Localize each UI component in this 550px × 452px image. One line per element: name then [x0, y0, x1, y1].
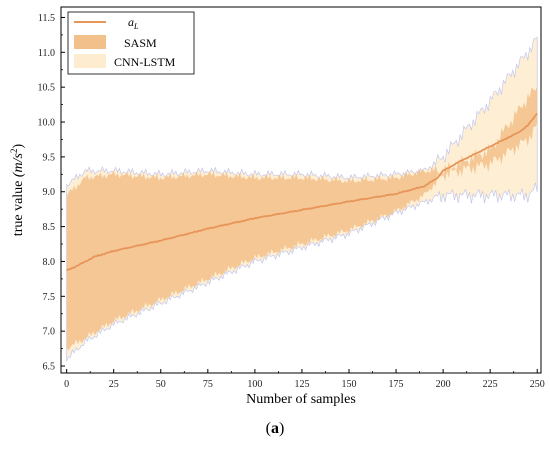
y-tick-label: 7.0 [43, 327, 56, 338]
x-tick-label: 25 [109, 379, 119, 390]
y-tick-label: 11.5 [38, 13, 55, 24]
legend-swatch-cnn-lstm [74, 54, 106, 68]
x-axis-title: Number of samples [246, 392, 356, 407]
y-tick-label: 8.0 [43, 257, 56, 268]
legend-label-sasm: SASM [124, 36, 157, 50]
legend: aL SASM CNN-LSTM [67, 11, 195, 75]
x-axis: 0 25 50 75 100 125 150 175 200 225 250 [64, 369, 545, 390]
y-tick-label: 10.5 [38, 83, 56, 94]
x-tick-label: 125 [294, 379, 309, 390]
y-tick-label: 6.5 [43, 362, 56, 373]
y-tick-label: 11.0 [38, 48, 55, 59]
legend-label-line: aL [128, 15, 139, 31]
x-tick-label: 200 [436, 379, 451, 390]
x-tick-label: 225 [483, 379, 498, 390]
x-tick-label: 100 [247, 379, 262, 390]
line-aL [66, 112, 538, 272]
y-tick-label: 7.5 [43, 292, 56, 303]
y-tick-label: 9.5 [43, 152, 56, 163]
y-tick-label: 9.0 [43, 187, 56, 198]
series-lines [66, 112, 538, 272]
legend-swatch-sasm [74, 35, 106, 49]
plot-frame [60, 6, 542, 374]
x-tick-label: 250 [530, 379, 545, 390]
x-tick-label: 0 [64, 379, 69, 390]
legend-label-cnn-lstm: CNN-LSTM [114, 55, 176, 69]
y-axis-title: true value (m/s2) [9, 143, 26, 236]
y-tick-label: 10.0 [38, 118, 56, 129]
y-axis: 6.5 7.0 7.5 8.0 8.5 9.0 9.5 10.0 10.5 11.0 11.5 [38, 13, 65, 373]
y-tick-label: 8.5 [43, 222, 56, 233]
x-tick-label: 175 [389, 379, 404, 390]
x-tick-label: 50 [156, 379, 166, 390]
figure-caption: (a) [265, 420, 285, 437]
band-sasm [66, 86, 538, 351]
x-tick-label: 150 [342, 379, 357, 390]
x-tick-label: 75 [203, 379, 213, 390]
confidence-bands [66, 36, 538, 362]
